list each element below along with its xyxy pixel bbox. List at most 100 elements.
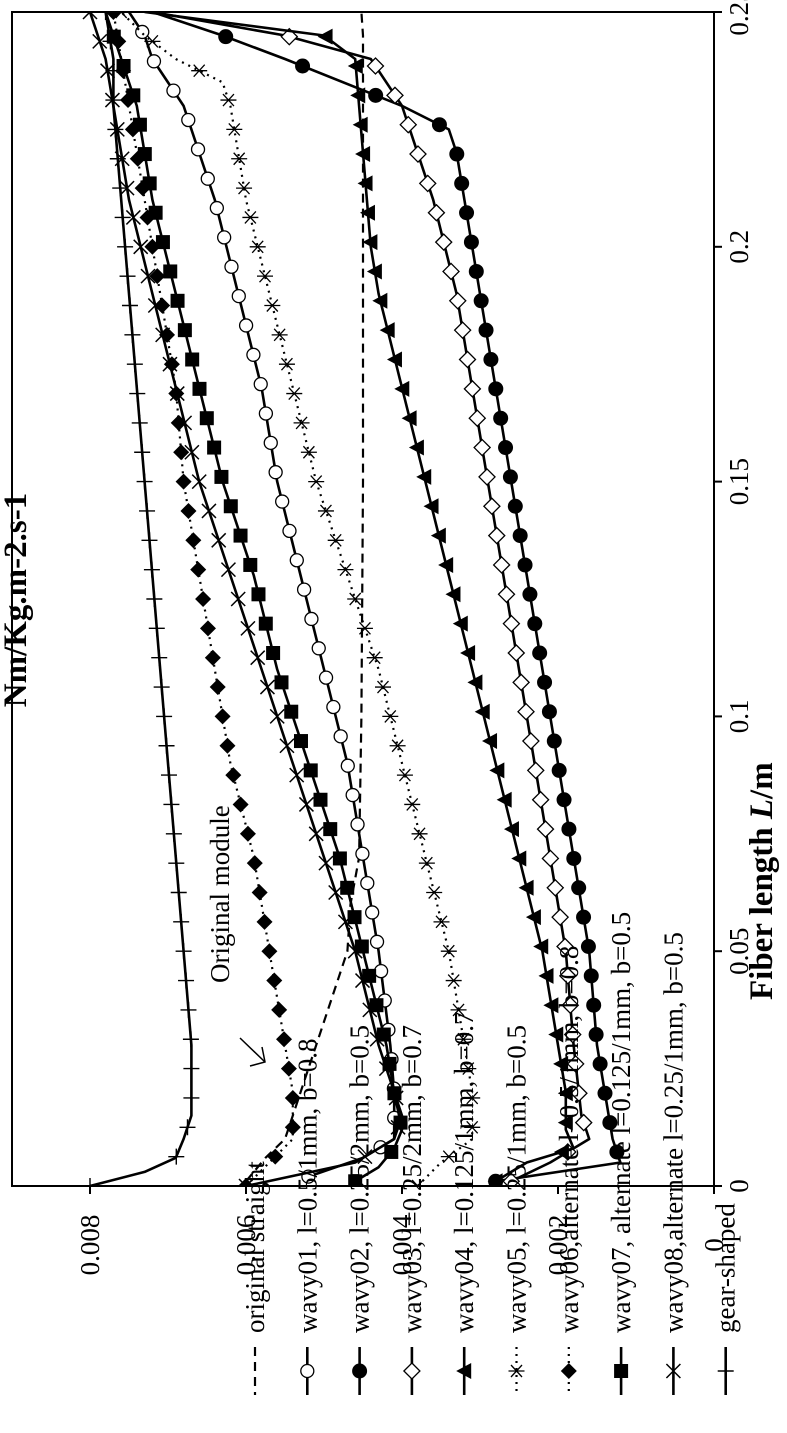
point-gear-shaped-15: [158, 737, 175, 754]
point-wavy06-alternate-l-0-5-1mm-b-0-8-24: [175, 473, 192, 490]
point-wavy01-l-0-5-1mm-b-0-8-18: [311, 641, 326, 656]
point-wavy05-l-0-25-1mm-b-0-5-6: [450, 1003, 467, 1017]
point-wavy05-l-0-25-1mm-b-0-5-32: [249, 240, 266, 254]
point-gear-shaped-29: [124, 326, 141, 343]
point-wavy04-l-0-125-1mm-b-0-7-6: [543, 997, 559, 1014]
point-wavy04-l-0-125-1mm-b-0-7-1: [553, 1143, 569, 1160]
point-wavy03-l-0-25-2mm-b-0-7-13: [531, 790, 550, 809]
point-wavy02-l-0-25-2mm-b-0-5-3: [597, 1085, 613, 1101]
point-wavy06-alternate-l-0-5-1mm-b-0-8-5: [276, 1031, 293, 1048]
point-wavy05-l-0-25-1mm-b-0-5-11: [418, 856, 435, 870]
point-wavy01-l-0-5-1mm-b-0-8-30: [231, 288, 246, 304]
point-wavy02-l-0-25-2mm-b-0-5-17: [537, 674, 553, 690]
point-wavy08-alternate-l-0-25-1mm-b-0-5-32: [133, 239, 149, 255]
point-gear-shaped-25: [134, 444, 151, 461]
point-gear-shaped-40: [97, 12, 114, 20]
point-wavy01-l-0-5-1mm-b-0-8-36: [181, 112, 196, 128]
legend-label-wavy02-l-0-25-2mm-b-0-5: wavy02, l=0.25/2mm, b=0.5: [345, 1025, 375, 1333]
point-gear-shaped-35: [109, 150, 126, 167]
point-wavy01-l-0-5-1mm-b-0-8-28: [246, 347, 261, 362]
point-wavy04-l-0-125-1mm-b-0-7-16: [474, 703, 490, 720]
point-wavy05-l-0-25-1mm-b-0-5-29: [271, 328, 288, 342]
point-wavy06-alternate-l-0-5-1mm-b-0-8-30: [154, 297, 171, 314]
point-gear-shaped-24: [136, 473, 153, 490]
legend-swatch-marker-wavy05-l-0-25-1mm-b-0-5: [508, 1364, 525, 1378]
series-wavy05-l-0-25-1mm-b-0-5: [113, 12, 481, 1186]
point-wavy01-l-0-5-1mm-b-0-8-22: [282, 523, 297, 539]
point-wavy06-alternate-l-0-5-1mm-b-0-8-2: [284, 1119, 301, 1136]
point-wavy05-l-0-25-1mm-b-0-5-23: [317, 504, 334, 518]
legend-label-wavy07-alternate-l-0-125-1mm-b-0-5: wavy07, alternate l=0.125/1mm, b=0.5: [606, 912, 636, 1333]
point-wavy03-l-0-25-2mm-b-0-7-34: [418, 174, 437, 193]
point-wavy01-l-0-5-1mm-b-0-8-19: [304, 611, 319, 627]
point-wavy06-alternate-l-0-5-1mm-b-0-8-16: [214, 708, 231, 725]
point-wavy07-alternate-l-0-125-1mm-b-0-5-9: [347, 910, 362, 925]
point-wavy07-alternate-l-0-125-1mm-b-0-5-22: [233, 528, 248, 543]
point-wavy03-l-0-25-2mm-b-0-7-9: [551, 908, 570, 927]
point-wavy08-alternate-l-0-25-1mm-b-0-5-28: [162, 356, 178, 372]
point-wavy05-l-0-25-1mm-b-0-5-36: [226, 122, 243, 136]
series-line-gear-shaped: [89, 12, 193, 1186]
point-wavy04-l-0-125-1mm-b-0-7-22: [430, 527, 446, 544]
point-wavy04-l-0-125-1mm-b-0-7-20: [445, 586, 461, 603]
legend-swatch-marker-wavy02-l-0-25-2mm-b-0-5: [352, 1363, 368, 1379]
point-gear-shaped-34: [112, 180, 129, 197]
point-wavy05-l-0-25-1mm-b-0-5-8: [440, 944, 457, 958]
point-gear-shaped-1: [168, 1148, 185, 1165]
point-wavy05-l-0-25-1mm-b-0-5-20: [347, 592, 364, 606]
point-wavy06-alternate-l-0-5-1mm-b-0-8-11: [246, 855, 263, 872]
point-wavy02-l-0-25-2mm-b-0-5-38: [295, 58, 311, 74]
point-wavy02-l-0-25-2mm-b-0-5-11: [566, 850, 582, 866]
series-wavy01-l-0-5-1mm-b-0-8: [127, 12, 402, 1184]
point-wavy07-alternate-l-0-125-1mm-b-0-5-23: [223, 499, 238, 514]
point-wavy03-l-0-25-2mm-b-0-7-21: [492, 556, 511, 574]
point-gear-shaped-21: [143, 561, 160, 578]
point-gear-shaped-38: [105, 62, 122, 79]
point-wavy01-l-0-5-1mm-b-0-8-24: [268, 465, 283, 480]
point-wavy03-l-0-25-2mm-b-0-7-29: [453, 321, 472, 340]
point-wavy07-alternate-l-0-125-1mm-b-0-5-11: [332, 851, 347, 866]
point-wavy03-l-0-25-2mm-b-0-7-20: [497, 585, 516, 604]
point-wavy04-l-0-125-1mm-b-0-7-3: [557, 1085, 573, 1102]
point-wavy02-l-0-25-2mm-b-0-5-13: [556, 792, 572, 808]
point-wavy03-l-0-25-2mm-b-0-7-18: [507, 644, 526, 662]
point-wavy05-l-0-25-1mm-b-0-5-22: [327, 533, 344, 547]
point-gear-shaped-14: [160, 767, 177, 784]
point-gear-shaped-37: [105, 92, 122, 109]
point-wavy04-l-0-125-1mm-b-0-7-32: [362, 234, 378, 251]
point-wavy04-l-0-125-1mm-b-0-7-26: [401, 410, 417, 427]
point-wavy02-l-0-25-2mm-b-0-5-31: [468, 263, 484, 279]
point-wavy08-alternate-l-0-25-1mm-b-0-5-29: [155, 327, 171, 343]
point-wavy04-l-0-125-1mm-b-0-7-37: [350, 87, 366, 104]
point-wavy04-l-0-125-1mm-b-0-7-13: [496, 791, 512, 808]
point-wavy02-l-0-25-2mm-b-0-5-26: [493, 410, 509, 426]
point-wavy08-alternate-l-0-25-1mm-b-0-5-9: [337, 914, 353, 930]
point-wavy07-alternate-l-0-125-1mm-b-0-5-27: [192, 381, 207, 396]
legend-label-wavy04-l-0-125-1mm-b-0-7: wavy04, l=0.125/1mm, b=0.7: [449, 1012, 479, 1333]
point-wavy06-alternate-l-0-5-1mm-b-0-8-21: [190, 561, 207, 578]
point-wavy07-alternate-l-0-125-1mm-b-0-5-10: [340, 880, 355, 895]
point-wavy08-alternate-l-0-25-1mm-b-0-5-39: [92, 33, 108, 49]
point-wavy05-l-0-25-1mm-b-0-5-35: [231, 152, 248, 166]
legend: original straight wavy01, l=0.5/1mm, b=0.…: [240, 912, 741, 1395]
point-wavy05-l-0-25-1mm-b-0-5-16: [382, 709, 399, 723]
point-wavy01-l-0-5-1mm-b-0-8-10: [360, 875, 375, 891]
point-gear-shaped-28: [126, 356, 143, 373]
legend-label-wavy03-l-0-25-2mm-b-0-7: wavy03, l=0.25/2mm, b=0.7: [397, 1025, 427, 1333]
point-wavy06-alternate-l-0-5-1mm-b-0-8-22: [185, 532, 202, 549]
annotation-layer: Original module: [205, 805, 266, 1067]
point-wavy05-l-0-25-1mm-b-0-5-28: [278, 357, 295, 371]
point-wavy05-l-0-25-1mm-b-0-5-13: [404, 798, 421, 811]
point-wavy01-l-0-5-1mm-b-0-8-25: [263, 435, 278, 451]
point-wavy06-alternate-l-0-5-1mm-b-0-8-12: [239, 825, 256, 842]
point-wavy05-l-0-25-1mm-b-0-5-18: [366, 651, 383, 665]
point-wavy07-alternate-l-0-125-1mm-b-0-5-25: [207, 440, 222, 455]
point-gear-shaped-7: [178, 972, 195, 989]
point-wavy04-l-0-125-1mm-b-0-7-34: [357, 175, 373, 192]
point-wavy06-alternate-l-0-5-1mm-b-0-8-9: [256, 913, 273, 930]
x-tick-label-2: 0.1: [724, 700, 754, 734]
point-wavy03-l-0-25-2mm-b-0-7-12: [536, 820, 555, 839]
point-wavy07-alternate-l-0-125-1mm-b-0-5-36: [132, 117, 147, 132]
point-wavy03-l-0-25-2mm-b-0-7-17: [512, 673, 531, 692]
